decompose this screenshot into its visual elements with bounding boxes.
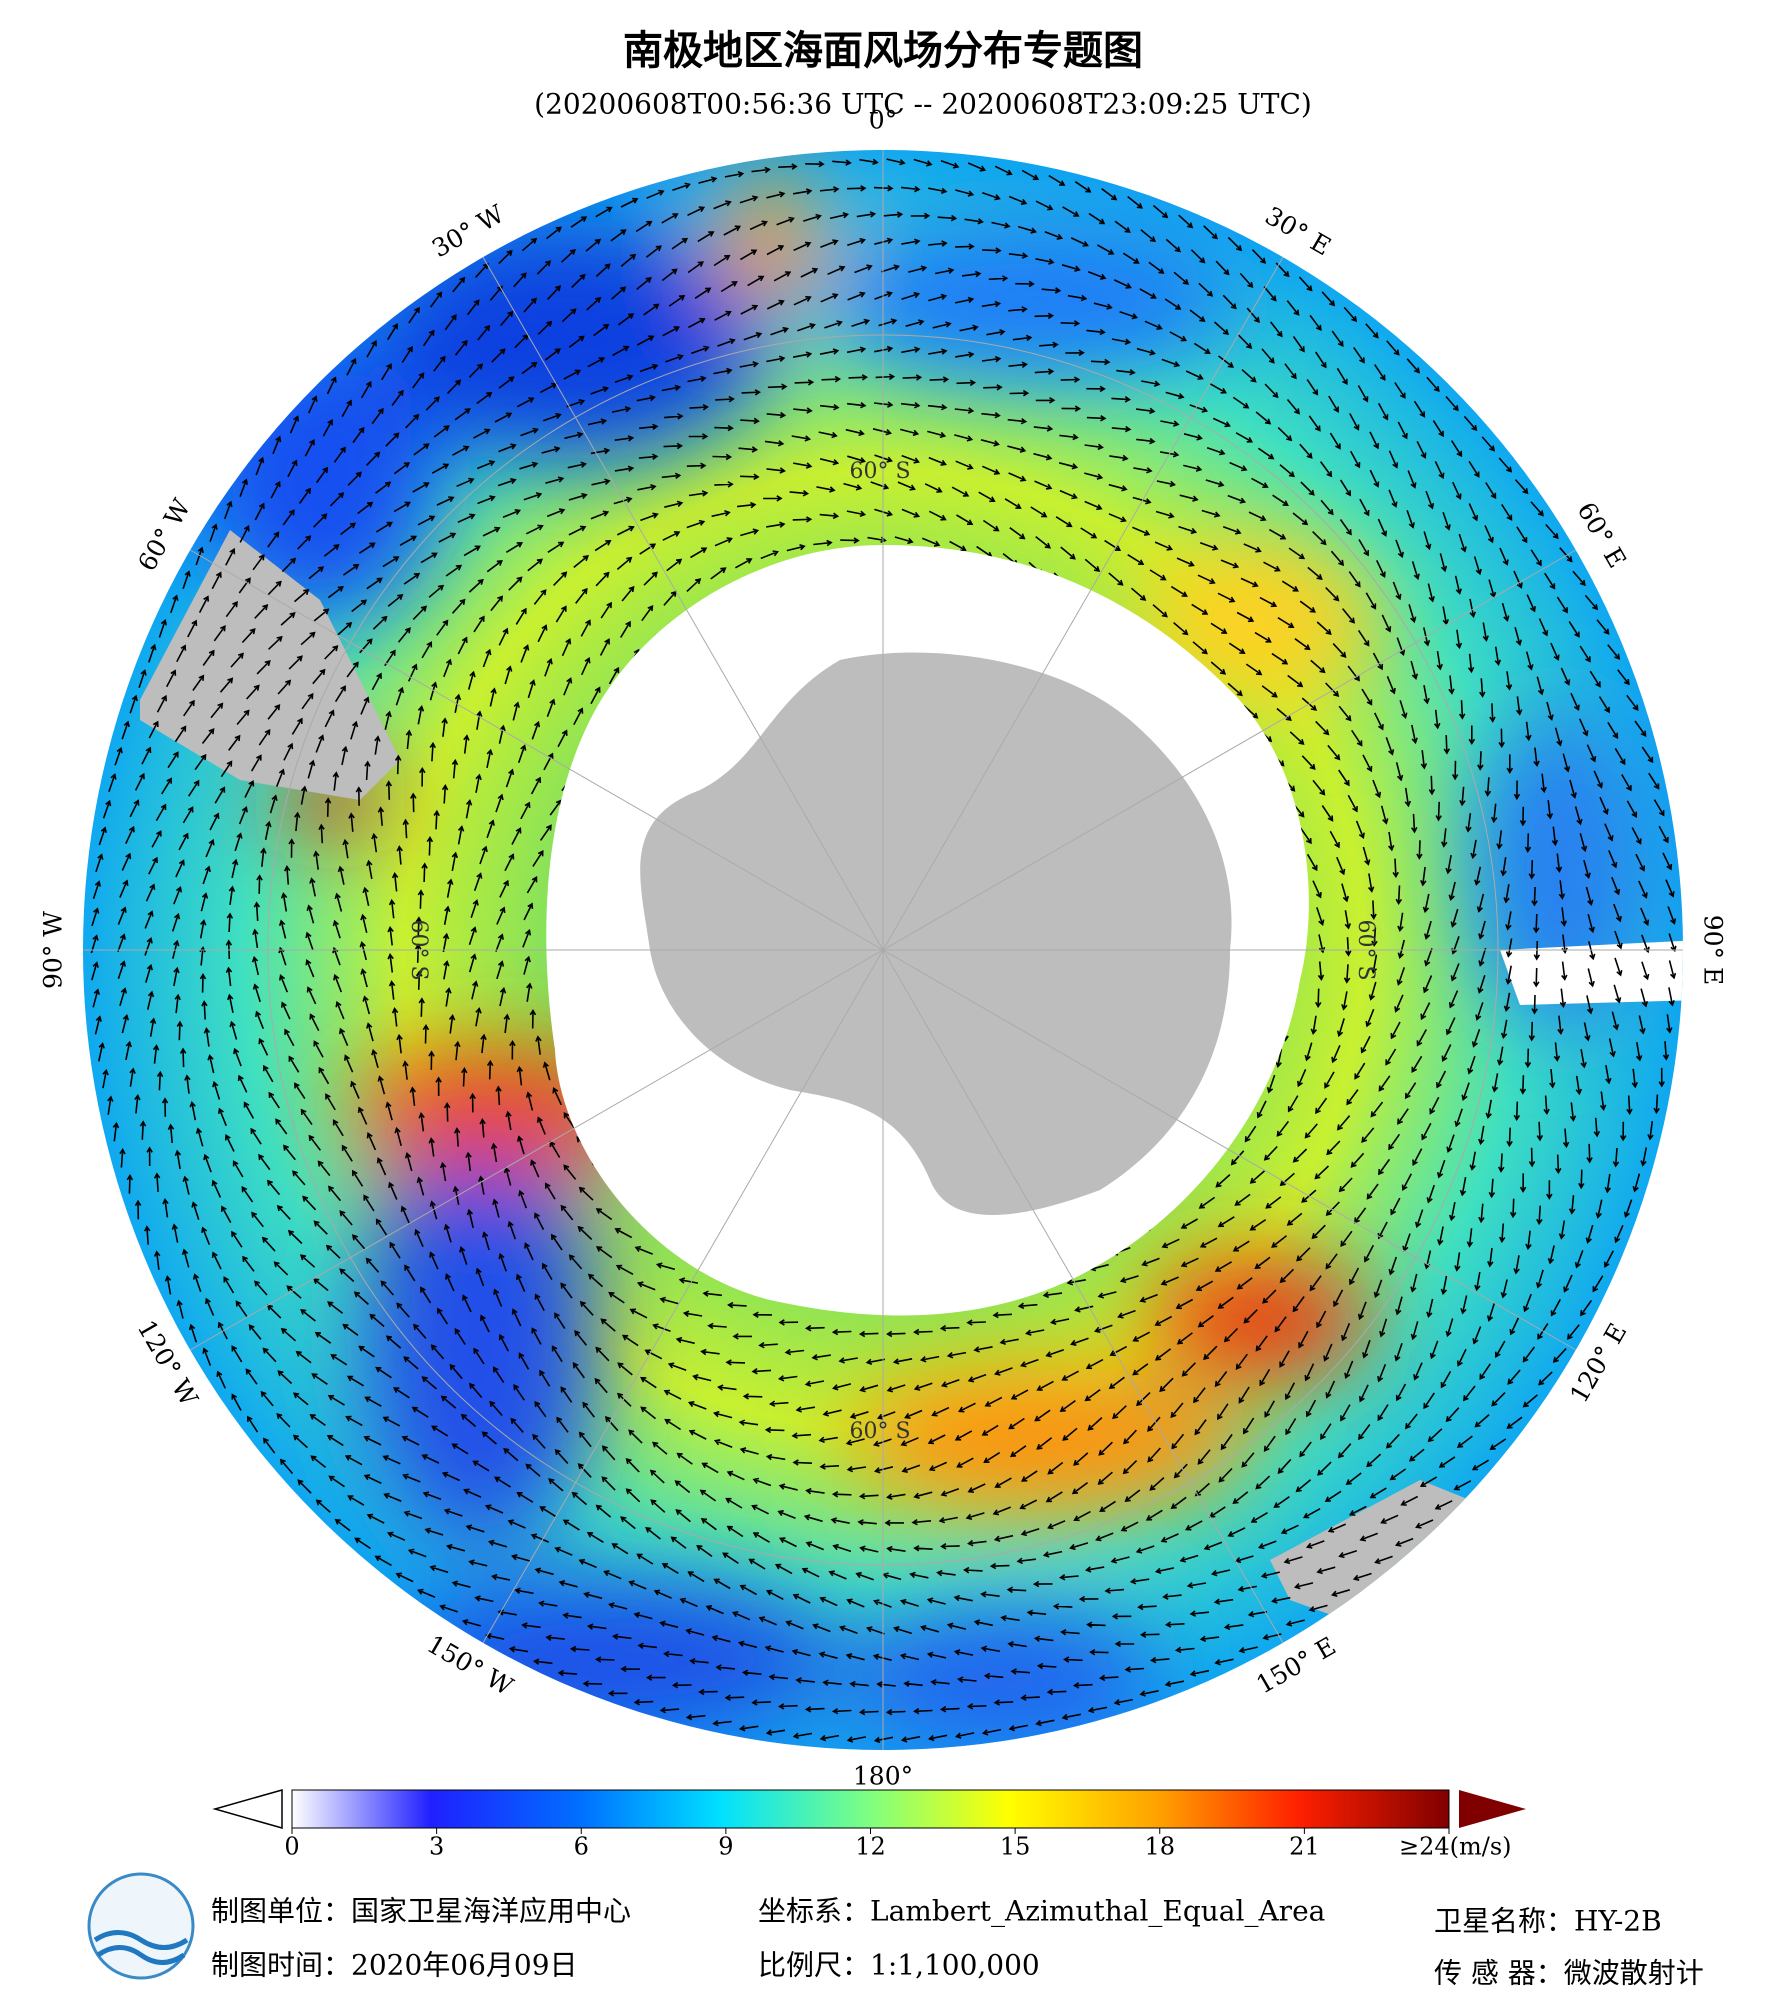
colorbar-gradient bbox=[291, 1789, 1450, 1829]
colorbar-tick-label: ≥24(m/s) bbox=[1399, 1833, 1512, 1861]
meridian bbox=[189, 549, 884, 951]
meridian bbox=[189, 949, 884, 1351]
colorbar-tick-label: 6 bbox=[574, 1833, 589, 1861]
footer-sensor: 传 感 器：微波散射计 bbox=[1434, 1957, 1704, 1990]
latitude-label: 60° S bbox=[1353, 919, 1378, 980]
land-south-america bbox=[140, 530, 400, 800]
footer-unit: 制图单位：国家卫星海洋应用中心 bbox=[211, 1895, 631, 1928]
colorbar-over bbox=[1459, 1790, 1526, 1828]
longitude-label: 90° W bbox=[39, 911, 68, 989]
colorbar-under bbox=[212, 1789, 283, 1829]
logo bbox=[87, 1872, 195, 1980]
graticule bbox=[83, 150, 1683, 1750]
latitude-label: 60° S bbox=[406, 919, 431, 980]
footer: 制图单位：国家卫星海洋应用中心 制图时间：2020年06月09日 坐标系：Lam… bbox=[87, 1872, 1704, 1990]
meridian bbox=[882, 949, 1577, 1351]
meridian bbox=[882, 256, 1284, 951]
footer-satellite: 卫星名称：HY-2B bbox=[1434, 1905, 1662, 1938]
meridian bbox=[882, 949, 1284, 1644]
latitude-label: 60° S bbox=[849, 459, 910, 484]
subtitle: (20200608T00:56:36 UTC -- 20200608T23:09… bbox=[534, 88, 1312, 121]
longitude-label: 0° bbox=[869, 106, 897, 135]
colorbar-tick-label: 3 bbox=[429, 1833, 444, 1861]
colorbar: 0 3 6 9 12 15 18 21 ≥24(m/s) bbox=[212, 1789, 1526, 1861]
colorbar-tick-label: 15 bbox=[1000, 1833, 1031, 1861]
longitude-label: 90° E bbox=[1699, 915, 1728, 986]
colorbar-tick-label: 9 bbox=[718, 1833, 733, 1861]
title: 南极地区海面风场分布专题图 bbox=[623, 28, 1143, 74]
antarctica bbox=[640, 652, 1232, 1215]
footer-projection: 坐标系：Lambert_Azimuthal_Equal_Area bbox=[758, 1895, 1325, 1928]
latitude-label: 60° S bbox=[849, 1419, 910, 1444]
meridian bbox=[482, 949, 884, 1644]
colorbar-tick-label: 0 bbox=[284, 1833, 299, 1861]
colorbar-tick-label: 12 bbox=[855, 1833, 886, 1861]
data-gap bbox=[1500, 940, 1683, 1005]
colorbar-tick-label: 18 bbox=[1144, 1833, 1175, 1861]
longitude-label: 180° bbox=[853, 1762, 913, 1791]
wind-field bbox=[83, 150, 1683, 1750]
footer-date: 制图时间：2020年06月09日 bbox=[211, 1949, 578, 1982]
colorbar-tick-label: 21 bbox=[1289, 1833, 1320, 1861]
footer-scale: 比例尺：1:1,100,000 bbox=[758, 1949, 1040, 1982]
meridian bbox=[482, 256, 884, 951]
logo-waves bbox=[93, 1930, 189, 1965]
meridian bbox=[882, 549, 1577, 951]
